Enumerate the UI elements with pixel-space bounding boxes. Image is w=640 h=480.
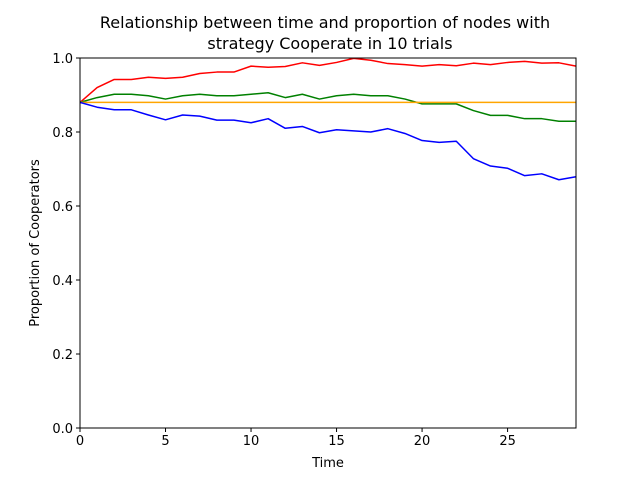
x-tick-label: 20	[414, 434, 431, 449]
x-tick-label: 15	[328, 434, 345, 449]
x-axis-label: Time	[311, 456, 344, 471]
chart-title-line-1: Relationship between time and proportion…	[100, 13, 550, 32]
series-line-4	[79, 101, 577, 181]
series-layer	[79, 57, 577, 181]
y-tick-label: 1.0	[52, 52, 73, 67]
x-tick-label: 10	[243, 434, 260, 449]
plot-frame	[79, 57, 577, 429]
y-tick-label: 0.8	[52, 126, 73, 141]
y-tick-label: 0.0	[52, 422, 73, 437]
x-tick-label: 5	[161, 434, 169, 449]
y-tick-label: 0.6	[52, 200, 73, 215]
y-tick-label: 0.4	[52, 274, 73, 289]
series-line-1	[79, 57, 577, 103]
x-tick-label: 25	[499, 434, 516, 449]
chart-title-line-2: strategy Cooperate in 10 trials	[207, 34, 452, 53]
series-line-2	[79, 92, 576, 123]
y-axis-label: Proportion of Cooperators	[28, 159, 43, 327]
y-tick-label: 0.2	[52, 348, 73, 363]
x-tick-label: 0	[76, 434, 84, 449]
tick-layer: 0 5 10 15 20 25 0.0 0.2 0.4 0.6 0.8 1.0	[52, 52, 516, 449]
